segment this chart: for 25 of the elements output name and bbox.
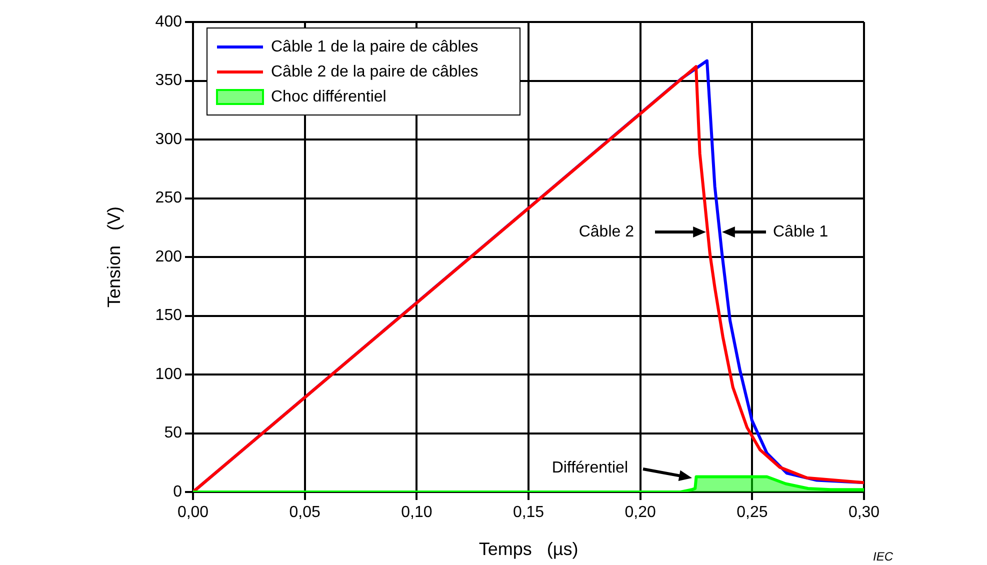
annotation: Différentiel	[552, 459, 628, 476]
legend-label: Câble 1 de la paire de câbles	[271, 38, 478, 56]
y-tick-label: 0	[173, 483, 182, 500]
x-tick-label: 0,20	[624, 504, 656, 522]
y-tick-label: 100	[155, 366, 182, 383]
x-axis-title: Temps (µs)	[478, 539, 578, 560]
x-tick-label: 0,30	[848, 504, 880, 522]
y-tick-label: 50	[164, 424, 182, 442]
legend-label: Câble 2 de la paire de câbles	[271, 63, 478, 80]
y-axis-title: Tension (V)	[104, 206, 124, 308]
y-tick-label: 300	[155, 130, 182, 148]
annotation: Câble 1	[773, 223, 828, 240]
y-tick-label: 200	[155, 248, 182, 266]
y-tick-label: 150	[155, 307, 182, 324]
x-tick-label: 0,05	[289, 504, 321, 522]
x-tick-label: 0,10	[401, 504, 432, 522]
y-tick-label: 400	[155, 13, 182, 30]
text: IEC	[872, 549, 894, 564]
y-tick-label: 250	[155, 190, 182, 207]
x-tick-label: 0,25	[736, 504, 768, 522]
x-tick-label: 0,15	[512, 504, 544, 522]
legend-label: Choc différentiel	[271, 88, 386, 106]
y-tick-label: 350	[155, 72, 182, 90]
annotation: Câble 2	[578, 223, 634, 240]
x-tick-label: 0,00	[177, 504, 209, 522]
